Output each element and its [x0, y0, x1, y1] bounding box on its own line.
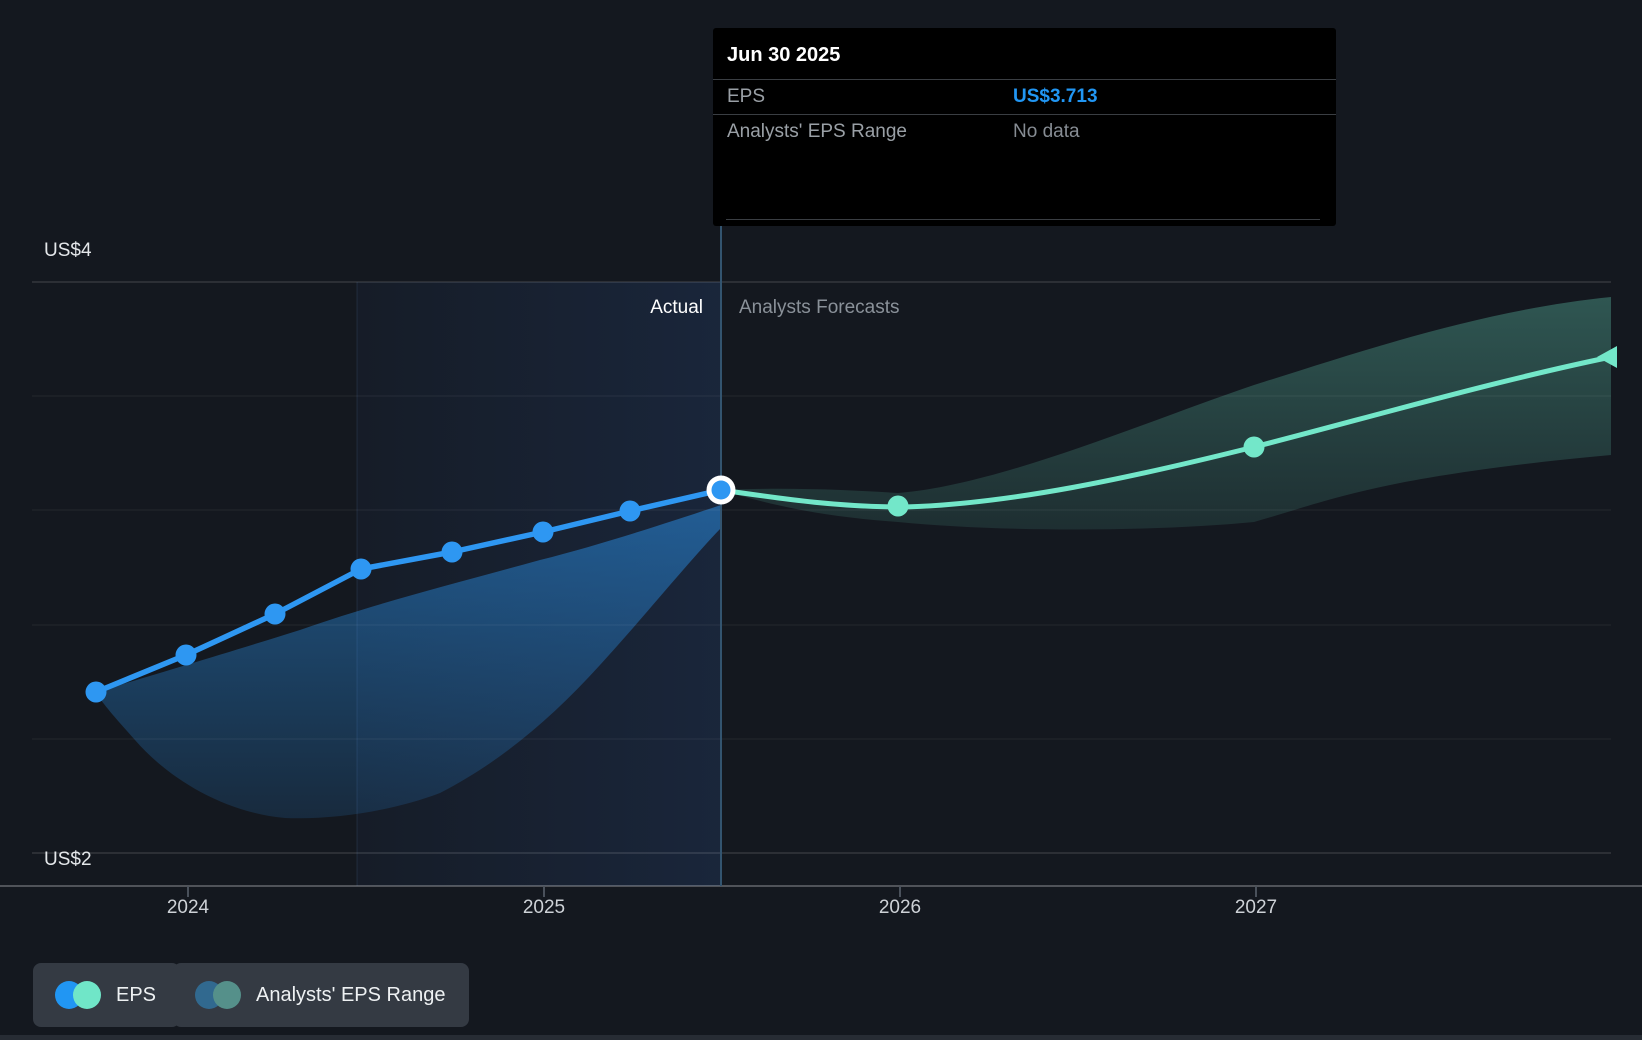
forecast-point[interactable] — [1243, 436, 1265, 458]
eps-point[interactable] — [619, 500, 641, 522]
legend-eps-button[interactable]: EPS — [33, 963, 181, 1027]
year-label-2025: 2025 — [522, 897, 566, 918]
tooltip-eps-label: EPS — [727, 86, 766, 107]
legend-range-button[interactable]: Analysts' EPS Range — [173, 963, 470, 1027]
tooltip-divider-line — [726, 219, 1320, 220]
eps-point[interactable] — [532, 521, 554, 543]
eps-point[interactable] — [264, 603, 286, 625]
forecast-section-label: Analysts Forecasts — [739, 297, 900, 318]
eps-legend-dots-icon — [55, 981, 101, 1009]
year-label-2024: 2024 — [166, 897, 210, 918]
eps-teal-dot-icon — [73, 981, 101, 1009]
eps-point[interactable] — [85, 681, 107, 703]
legend-range-label: Analysts' EPS Range — [256, 983, 446, 1006]
actual-range-band — [96, 505, 721, 819]
tooltip-row-eps: EPS US$3.713 — [713, 80, 1336, 115]
range-teal-dot-icon — [213, 981, 241, 1009]
tooltip-range-label: Analysts' EPS Range — [727, 121, 907, 142]
forecast-range-band — [721, 297, 1611, 530]
forecast-point[interactable] — [887, 495, 909, 517]
tooltip-date: Jun 30 2025 — [713, 28, 1336, 80]
eps-actual-line[interactable] — [93, 487, 724, 695]
year-label-2026: 2026 — [878, 897, 922, 918]
eps-forecast-line[interactable] — [718, 354, 1614, 510]
tooltip-range-row: Analysts' EPS Range No data — [713, 115, 1336, 149]
legend-eps-label: EPS — [116, 983, 157, 1006]
actual-section-label: Actual — [650, 297, 703, 318]
eps-point[interactable] — [441, 541, 463, 563]
year-label-2027: 2027 — [1234, 897, 1278, 918]
range-legend-dots-icon — [195, 981, 241, 1009]
tooltip-eps-value: US$3.713 — [1013, 86, 1098, 107]
y-axis-label-bottom: US$2 — [44, 849, 92, 870]
tooltip-range-value: No data — [1013, 121, 1080, 142]
hovered-point[interactable] — [711, 480, 731, 500]
tooltip: Jun 30 2025 EPS US$3.713 Analysts' EPS R… — [713, 28, 1336, 226]
bottom-edge-strip — [0, 1035, 1642, 1040]
line-end-arrow-icon — [1597, 346, 1617, 368]
y-axis-label-top: US$4 — [44, 240, 92, 261]
eps-point[interactable] — [175, 644, 197, 666]
eps-point[interactable] — [350, 558, 372, 580]
